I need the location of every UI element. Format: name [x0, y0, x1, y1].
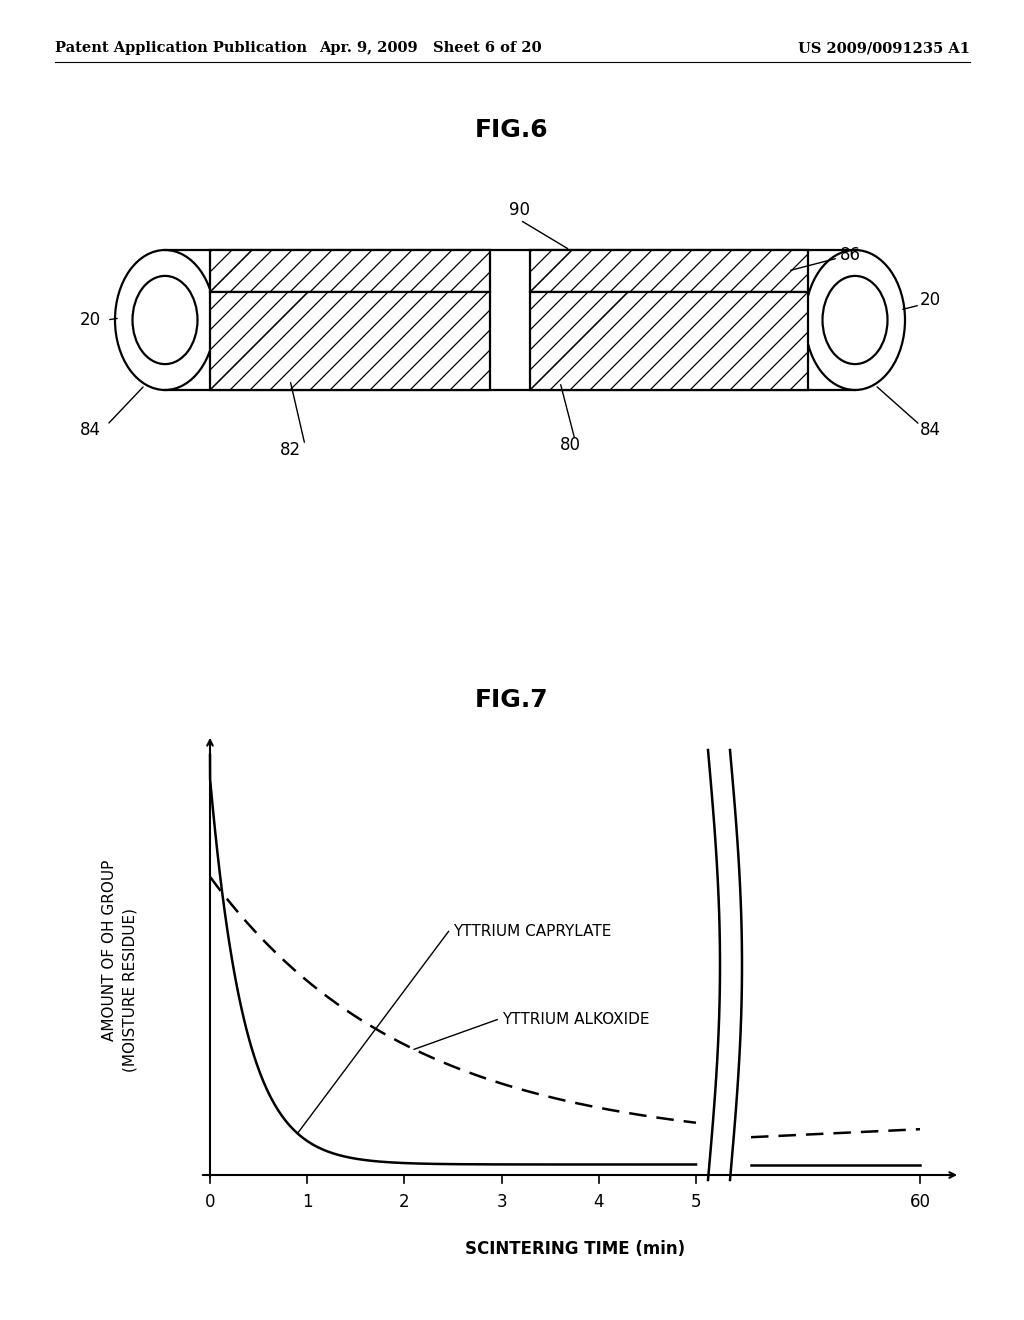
Text: FIG.6: FIG.6 [475, 117, 549, 143]
Text: 1: 1 [302, 1193, 312, 1210]
Text: 80: 80 [559, 436, 581, 454]
Text: 86: 86 [840, 246, 861, 264]
Text: Apr. 9, 2009   Sheet 6 of 20: Apr. 9, 2009 Sheet 6 of 20 [318, 41, 542, 55]
Bar [530, 249, 808, 292]
Text: 90: 90 [510, 201, 530, 219]
Text: US 2009/0091235 A1: US 2009/0091235 A1 [798, 41, 970, 55]
Text: 20: 20 [920, 290, 941, 309]
Text: 4: 4 [594, 1193, 604, 1210]
Text: 60: 60 [909, 1193, 931, 1210]
Text: FIG.7: FIG.7 [475, 688, 549, 711]
Text: Patent Application Publication: Patent Application Publication [55, 41, 307, 55]
Text: 3: 3 [497, 1193, 507, 1210]
Text: YTTRIUM CAPRYLATE: YTTRIUM CAPRYLATE [454, 924, 612, 939]
Text: 0: 0 [205, 1193, 215, 1210]
Text: 84: 84 [80, 421, 100, 440]
Text: AMOUNT OF OH GROUP: AMOUNT OF OH GROUP [102, 859, 118, 1040]
Bar [210, 292, 490, 389]
Text: 20: 20 [80, 312, 100, 329]
Bar [530, 292, 808, 389]
Text: 5: 5 [691, 1193, 701, 1210]
Text: SCINTERING TIME (min): SCINTERING TIME (min) [465, 1239, 685, 1258]
Text: 2: 2 [399, 1193, 410, 1210]
Bar [210, 249, 490, 292]
Text: 82: 82 [280, 441, 301, 459]
Text: (MOISTURE RESIDUE): (MOISTURE RESIDUE) [123, 908, 137, 1072]
Text: 84: 84 [920, 421, 940, 440]
Text: YTTRIUM ALKOXIDE: YTTRIUM ALKOXIDE [502, 1012, 649, 1027]
